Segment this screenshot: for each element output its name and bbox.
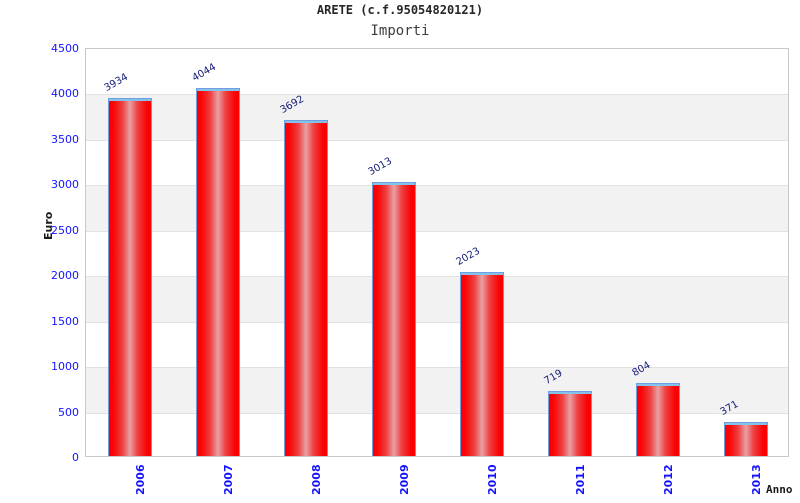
bar[interactable] — [636, 382, 680, 456]
x-tick-label: 2012 — [662, 464, 675, 495]
y-tick-label: 2500 — [51, 223, 79, 237]
bar[interactable] — [372, 182, 416, 456]
bar[interactable] — [108, 98, 152, 456]
bar-top-highlight — [725, 423, 767, 426]
bar-top-highlight — [373, 183, 415, 186]
x-tick-label: 2010 — [486, 464, 499, 495]
bar-top-highlight — [461, 273, 503, 276]
y-tick-label: 1500 — [51, 314, 79, 328]
y-axis-tick-labels: 0 500 1000 1500 2000 2500 3000 3500 4000 4500 — [0, 0, 79, 500]
grid-band — [86, 94, 788, 140]
grid-band — [86, 276, 788, 322]
gridline — [86, 413, 788, 414]
x-axis-title: Anno — [766, 483, 793, 496]
chart-title: ARETE (c.f.95054820121) — [316, 3, 484, 17]
y-tick-label: 2000 — [51, 269, 79, 283]
bar[interactable] — [196, 88, 240, 456]
x-tick-label: 2011 — [574, 464, 587, 495]
bar[interactable] — [724, 422, 768, 456]
chart-subtitle: Importi — [370, 23, 430, 39]
bar[interactable] — [460, 272, 504, 456]
y-axis-title: Euro — [42, 211, 55, 240]
x-axis-tick-labels: 2006 2007 2008 2009 2010 2011 2012 2013 — [0, 463, 800, 503]
x-tick-label: 2008 — [310, 464, 323, 495]
bar-top-highlight — [285, 121, 327, 124]
x-tick-label: 2007 — [222, 464, 235, 495]
bar-top-highlight — [197, 89, 239, 92]
y-tick-label: 4000 — [51, 87, 79, 101]
y-tick-label: 4500 — [51, 42, 79, 55]
plot-area — [85, 48, 789, 457]
bar[interactable] — [284, 120, 328, 456]
y-tick-label: 3000 — [51, 178, 79, 192]
bar-top-highlight — [109, 99, 151, 102]
grid-band — [86, 367, 788, 413]
gridline — [86, 276, 788, 277]
grid-band — [86, 185, 788, 231]
bar-top-highlight — [549, 391, 591, 394]
x-tick-label: 2013 — [750, 464, 763, 495]
bar-top-highlight — [637, 383, 679, 386]
gridline — [86, 140, 788, 141]
x-tick-label: 2009 — [398, 464, 411, 495]
y-tick-label: 500 — [58, 405, 79, 419]
gridline — [86, 94, 788, 95]
y-tick-label: 1000 — [51, 360, 79, 374]
gridline — [86, 185, 788, 186]
y-tick-label: 0 — [72, 451, 79, 464]
bar[interactable] — [548, 390, 592, 456]
y-tick-label: 3500 — [51, 132, 79, 146]
gridline — [86, 322, 788, 323]
gridline — [86, 367, 788, 368]
x-tick-label: 2006 — [134, 464, 147, 495]
gridline — [86, 231, 788, 232]
